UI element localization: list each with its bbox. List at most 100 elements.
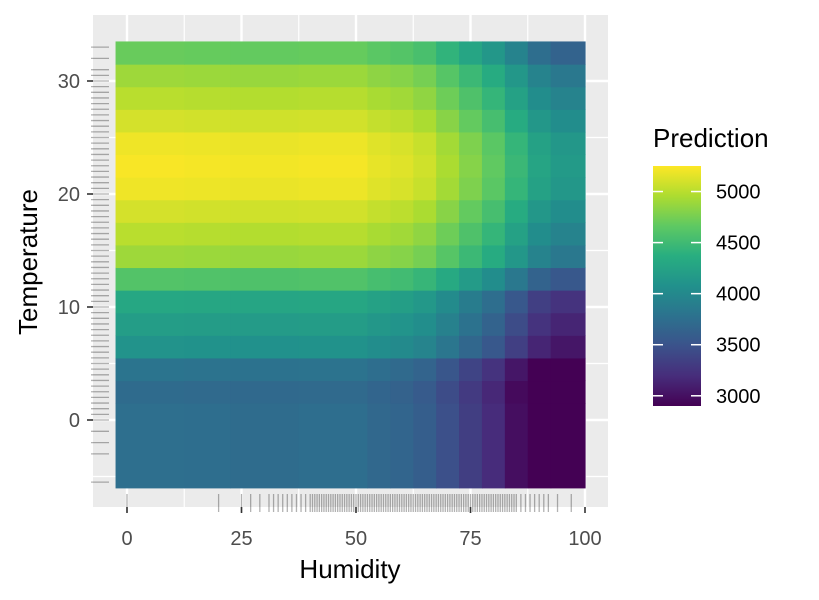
legend-ticks: 3000 3500 4000 4500 5000 [653, 182, 761, 408]
heatmap-cell [367, 244, 391, 269]
heatmap-cell [298, 222, 369, 246]
heatmap-cell [230, 154, 300, 178]
heatmap-cell [115, 154, 185, 178]
y-tick-label: 0 [69, 410, 80, 432]
heatmap-cell [527, 41, 552, 65]
heatmap-cell [481, 244, 506, 269]
x-tick-label: 0 [121, 528, 132, 550]
heatmap-cell [459, 380, 483, 404]
heatmap-cell [413, 86, 437, 110]
heatmap-cell [367, 154, 391, 178]
heatmap-cell [230, 335, 300, 359]
heatmap-cell [298, 380, 369, 404]
heatmap-cell [184, 109, 231, 133]
heatmap-cell [413, 244, 437, 269]
heatmap-cell [436, 244, 460, 269]
heatmap-cell [390, 154, 414, 178]
heatmap-cell [390, 290, 414, 314]
heatmap-cell [527, 267, 552, 291]
legend-tick-label: 3000 [716, 386, 761, 408]
heatmap-cell [230, 222, 300, 246]
heatmap-cell [367, 335, 391, 359]
heatmap-cell [184, 335, 231, 359]
heatmap-cell [504, 109, 529, 133]
heatmap-cell [481, 41, 506, 65]
heatmap-cell [527, 403, 552, 489]
x-tick-label: 25 [230, 528, 252, 550]
heatmap-cell [481, 64, 506, 88]
heatmap-cell [115, 86, 185, 110]
heatmap-cell [436, 357, 460, 382]
heatmap-cell [115, 131, 185, 156]
heatmap-cell [230, 312, 300, 336]
heatmap-cell [550, 177, 586, 201]
heatmap-cell [367, 86, 391, 110]
heatmap-cell [184, 357, 231, 382]
heatmap-cell [436, 154, 460, 178]
heatmap-cell [184, 290, 231, 314]
heatmap-cell [436, 335, 460, 359]
heatmap-cell [390, 244, 414, 269]
heatmap-cell [481, 335, 506, 359]
heatmap-cell [367, 357, 391, 382]
heatmap-cell [527, 244, 552, 269]
heatmap-cell [413, 380, 437, 404]
heatmap-cell [390, 41, 414, 65]
heatmap-cell [390, 403, 414, 489]
x-axis-title: Humidity [299, 554, 400, 584]
heatmap-cell [115, 177, 185, 201]
legend-title: Prediction [653, 123, 769, 153]
heatmap-cell [504, 403, 529, 489]
heatmap-cell [298, 177, 369, 201]
heatmap-cell [390, 380, 414, 404]
rug-temperature [91, 46, 109, 483]
heatmap-cell [527, 64, 552, 88]
heatmap-cell [413, 177, 437, 201]
heatmap-cell [184, 154, 231, 178]
heatmap-cell [527, 312, 552, 336]
heatmap-cell [550, 109, 586, 133]
heatmap-cell [459, 109, 483, 133]
heatmap-cell [390, 312, 414, 336]
heatmap-cell [413, 222, 437, 246]
heatmap-cell [527, 154, 552, 178]
heatmap-cell [115, 290, 185, 314]
heatmap-cell [550, 64, 586, 88]
heatmap-cell [481, 380, 506, 404]
heatmap-cell [390, 222, 414, 246]
heatmap-cell [550, 290, 586, 314]
heatmap-cell [390, 177, 414, 201]
heatmap-cell [230, 244, 300, 269]
heatmap-cell [184, 222, 231, 246]
heatmap-cell [459, 403, 483, 489]
heatmap-cell [550, 222, 586, 246]
heatmap-cell [504, 290, 529, 314]
heatmap-cell [459, 41, 483, 65]
heatmap-cell [230, 109, 300, 133]
heatmap-cell [413, 154, 437, 178]
heatmap-cell [230, 267, 300, 291]
heatmap-cell [367, 267, 391, 291]
heatmap-cell [367, 380, 391, 404]
heatmap-cell [298, 290, 369, 314]
heatmap-cell [481, 131, 506, 156]
heatmap-cell [527, 177, 552, 201]
heatmap-cell [436, 199, 460, 223]
heatmap-cell [527, 380, 552, 404]
heatmap-cell [481, 177, 506, 201]
heatmap-cell [436, 41, 460, 65]
heatmap-cell [459, 86, 483, 110]
heatmap-cell [504, 267, 529, 291]
heatmap-cell [550, 403, 586, 489]
heatmap-cell [413, 335, 437, 359]
heatmap-cell [367, 290, 391, 314]
heatmap-cell [230, 41, 300, 65]
heatmap-cell [413, 403, 437, 489]
heatmap-cell [390, 335, 414, 359]
heatmap-cell [504, 177, 529, 201]
heatmap-cell [481, 86, 506, 110]
heatmap-cell [298, 131, 369, 156]
heatmap-cell [115, 357, 185, 382]
heatmap-cell [550, 41, 586, 65]
